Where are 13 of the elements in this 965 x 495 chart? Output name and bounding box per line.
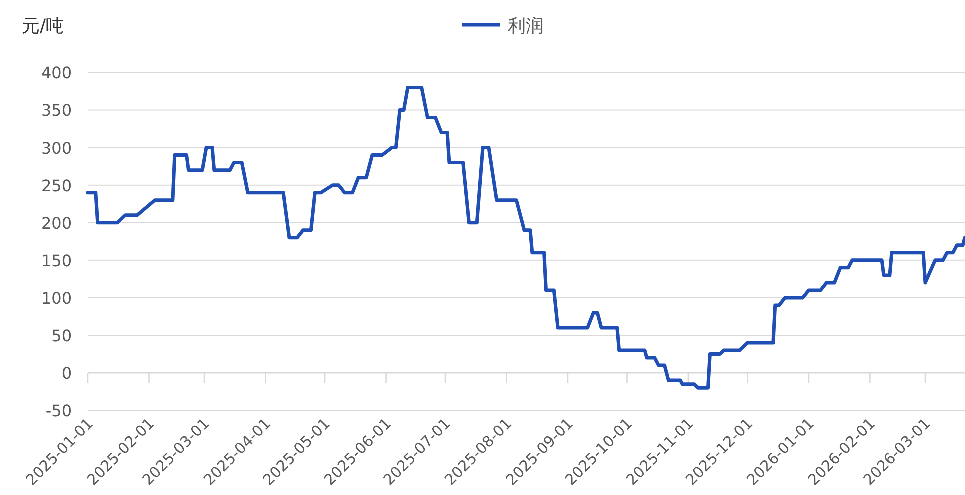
y-tick-label: 350 (41, 101, 72, 120)
y-tick-label: 300 (41, 138, 72, 158)
y-tick-label: 150 (41, 251, 72, 270)
legend-label: 利润 (508, 16, 544, 37)
y-tick-label: 200 (41, 214, 72, 233)
y-tick-label: 50 (52, 326, 72, 346)
y-tick-label: 400 (41, 64, 72, 83)
y-tick-label: 250 (41, 176, 72, 196)
y-tick-label: 100 (41, 288, 72, 308)
y-axis-title: 元/吨 (22, 16, 64, 37)
y-tick-label: -50 (46, 402, 72, 421)
legend: 利润 (462, 16, 544, 37)
y-tick-label: 0 (62, 364, 72, 384)
